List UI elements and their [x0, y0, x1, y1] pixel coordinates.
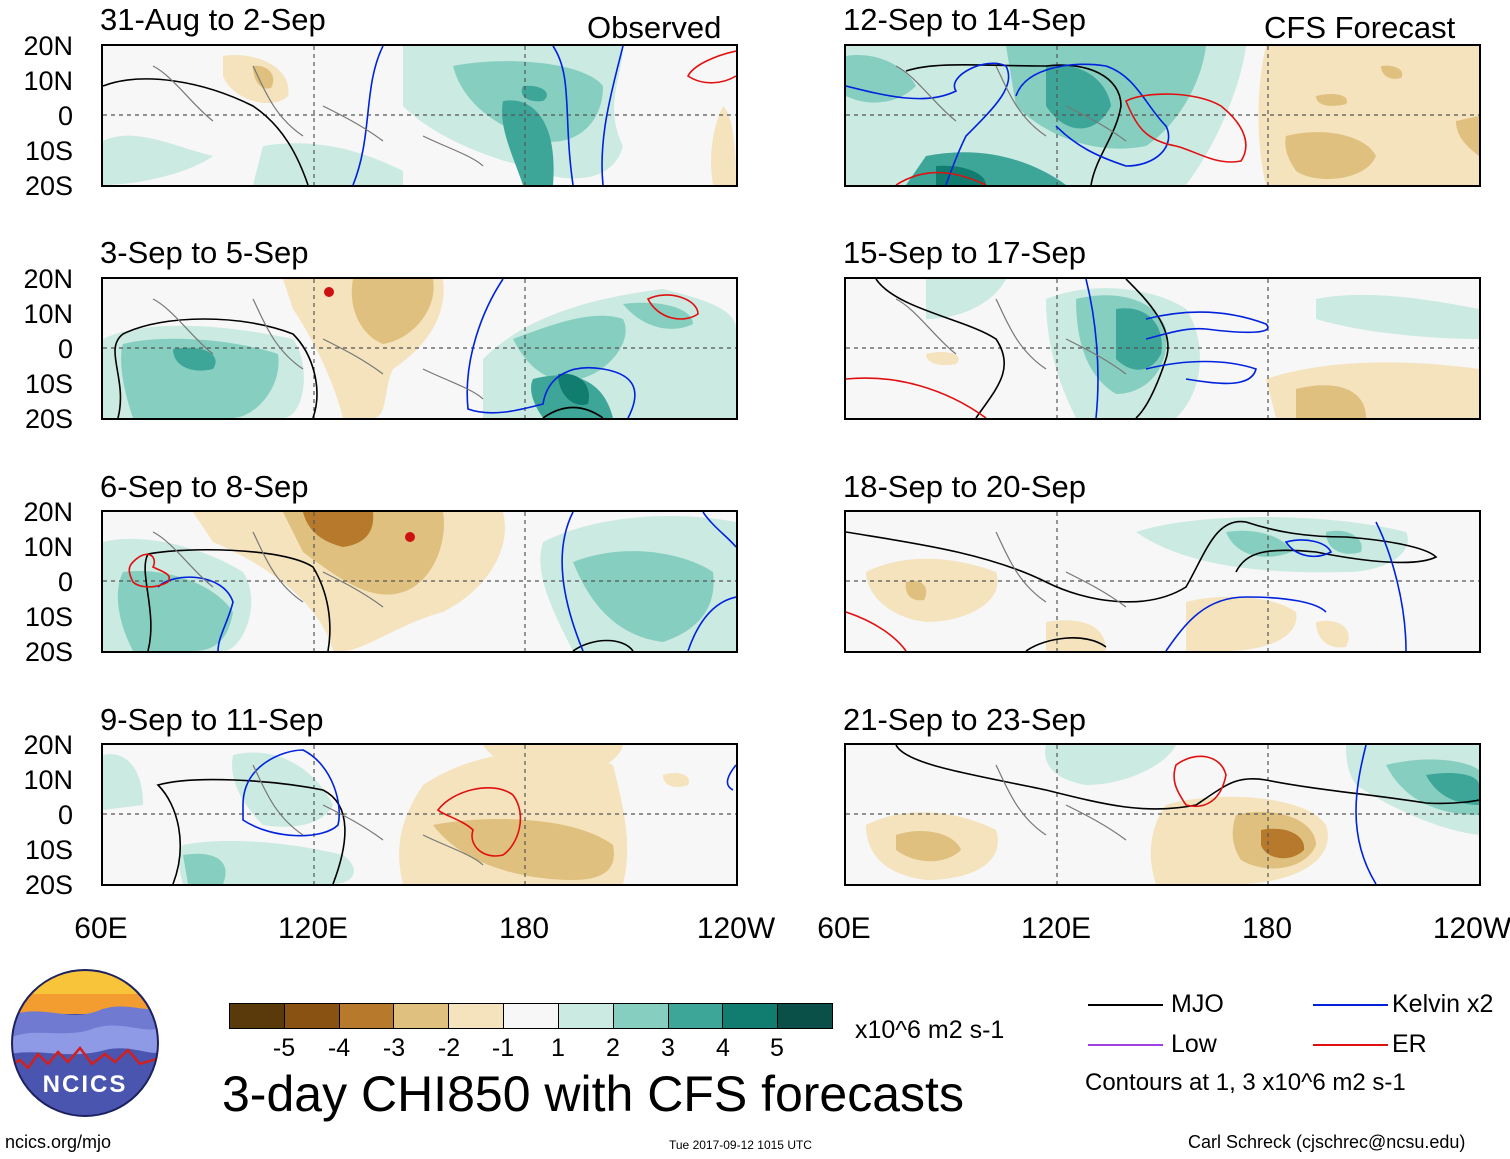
- observed-column-label: Observed: [587, 10, 722, 45]
- map-field: [103, 745, 736, 884]
- panel-title: 9-Sep to 11-Sep: [100, 702, 324, 737]
- lon-label: 120W: [1432, 912, 1510, 945]
- legend-note: Contours at 1, 3 x10^6 m2 s-1: [1085, 1069, 1406, 1096]
- lon-label: 180: [1241, 912, 1293, 945]
- legend-label-low: Low: [1171, 1030, 1217, 1058]
- logo-text: NCICS: [43, 1071, 128, 1098]
- legend-label-mjo: MJO: [1171, 990, 1224, 1018]
- legend-line-er: [1313, 1044, 1388, 1046]
- colorbar-swatch: [667, 1004, 723, 1028]
- lon-label: 120E: [277, 912, 349, 945]
- panel-title: 3-Sep to 5-Sep: [100, 235, 309, 270]
- lat-label: 20S: [24, 637, 73, 667]
- colorbar-swatch: [722, 1004, 778, 1028]
- map-field: [846, 745, 1479, 884]
- lat-label: 0: [57, 567, 73, 597]
- map-field: [103, 512, 736, 651]
- map-panel-observed-2: [101, 277, 738, 420]
- legend-line-mjo: [1088, 1004, 1163, 1006]
- lat-label: 20S: [24, 171, 73, 201]
- lat-label: 20S: [24, 404, 73, 434]
- map-panel-observed-1: [101, 44, 738, 187]
- map-panel-observed-3: [101, 510, 738, 653]
- lat-label: 10N: [23, 532, 73, 562]
- colorbar-tick: -1: [491, 1034, 515, 1062]
- map-field: [846, 279, 1479, 418]
- lat-label: 20N: [23, 31, 73, 61]
- lon-label: 60E: [817, 912, 871, 945]
- lat-label: 20S: [24, 870, 73, 900]
- lat-label: 10N: [23, 765, 73, 795]
- ncics-logo: NCICS: [11, 969, 159, 1117]
- legend-label-kelvin: Kelvin x2: [1392, 990, 1494, 1018]
- lat-label: 10S: [24, 136, 73, 166]
- map-panel-forecast-2: [844, 277, 1481, 420]
- lat-label: 20N: [23, 730, 73, 760]
- panel-title: 15-Sep to 17-Sep: [843, 235, 1087, 270]
- colorbar: [229, 1003, 833, 1029]
- figure-title: 3-day CHI850 with CFS forecasts: [222, 1066, 964, 1122]
- lat-label: 20N: [23, 264, 73, 294]
- colorbar-tick: 4: [716, 1034, 730, 1062]
- lat-label: 0: [57, 101, 73, 131]
- lat-label: 10S: [24, 602, 73, 632]
- colorbar-tick: -3: [382, 1034, 406, 1062]
- lat-label: 10S: [24, 369, 73, 399]
- lon-label: 120E: [1020, 912, 1092, 945]
- colorbar-tick: -4: [327, 1034, 351, 1062]
- map-field: [846, 512, 1479, 651]
- colorbar-tick: -5: [272, 1034, 296, 1062]
- map-panel-forecast-3: [844, 510, 1481, 653]
- legend-line-kelvin: [1313, 1004, 1388, 1006]
- colorbar-tick: -2: [437, 1034, 461, 1062]
- footer-timestamp: Tue 2017-09-12 1015 UTC: [669, 1138, 812, 1152]
- colorbar-tick: 1: [551, 1034, 565, 1062]
- map-panel-observed-4: [101, 743, 738, 886]
- lat-label: 10N: [23, 299, 73, 329]
- colorbar-tick: 5: [770, 1034, 784, 1062]
- colorbar-tick: 3: [661, 1034, 675, 1062]
- panel-title: 18-Sep to 20-Sep: [843, 469, 1087, 504]
- colorbar-swatch: [283, 1004, 339, 1028]
- colorbar-units: x10^6 m2 s-1: [855, 1016, 1005, 1044]
- colorbar-swatch: [612, 1004, 668, 1028]
- colorbar-tick: 2: [606, 1034, 620, 1062]
- panel-title: 21-Sep to 23-Sep: [843, 702, 1087, 737]
- colorbar-swatch: [557, 1004, 613, 1028]
- lon-label: 60E: [74, 912, 128, 945]
- colorbar-swatch: [503, 1004, 558, 1028]
- colorbar-swatch: [393, 1004, 449, 1028]
- legend-line-low: [1088, 1044, 1163, 1046]
- map-field: [103, 46, 736, 185]
- lon-label: 180: [498, 912, 550, 945]
- panel-title: 12-Sep to 14-Sep: [843, 2, 1087, 37]
- lat-label: 20N: [23, 497, 73, 527]
- map-panel-forecast-4: [844, 743, 1481, 886]
- lat-label: 0: [57, 334, 73, 364]
- footer-url: ncics.org/mjo: [5, 1132, 112, 1152]
- colorbar-swatch: [448, 1004, 504, 1028]
- map-field: [103, 279, 736, 418]
- panel-title: 6-Sep to 8-Sep: [100, 469, 309, 504]
- map-field: [846, 46, 1479, 185]
- legend-label-er: ER: [1392, 1030, 1427, 1058]
- panel-title: 31-Aug to 2-Sep: [100, 2, 326, 37]
- lat-label: 10S: [24, 835, 73, 865]
- lon-label: 120W: [696, 912, 776, 945]
- map-panel-forecast-1: [844, 44, 1481, 187]
- colorbar-swatch: [338, 1004, 394, 1028]
- footer-author: Carl Schreck (cjschrec@ncsu.edu): [1188, 1132, 1466, 1152]
- colorbar-swatch: [230, 1004, 284, 1028]
- lat-label: 10N: [23, 66, 73, 96]
- forecast-column-label: CFS Forecast: [1264, 10, 1456, 45]
- lat-label: 0: [57, 800, 73, 830]
- colorbar-swatch: [777, 1004, 832, 1028]
